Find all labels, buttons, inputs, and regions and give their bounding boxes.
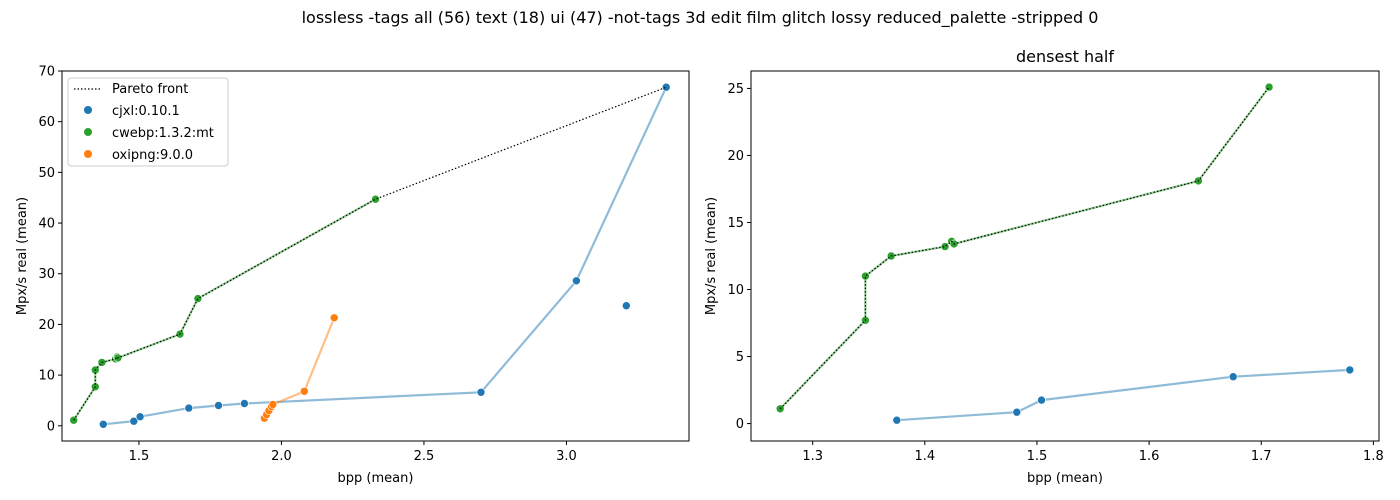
right-y-tick-label: 20 <box>727 149 744 164</box>
left-cjxl-0-10-1-point <box>184 403 194 413</box>
left-oxipng-9-0-0-point <box>329 313 339 323</box>
left-oxipng-9-0-0-point <box>268 400 278 409</box>
right-plot-area <box>775 82 1355 425</box>
right-pareto-front-line <box>779 86 1270 410</box>
figure-suptitle: lossless -tags all (56) text (18) ui (47… <box>302 8 1099 28</box>
right-cwebp-1-3-2-mt-point <box>861 271 870 281</box>
left-axes-frame <box>61 70 690 442</box>
right-x-tick-label: 1.7 <box>1251 449 1272 464</box>
right-cwebp-1-3-2-mt-line <box>779 86 1270 410</box>
legend-oxipng-label: oxipng:9.0.0 <box>112 148 193 163</box>
right-y-tick-label: 25 <box>727 82 744 97</box>
left-y-tick-label: 10 <box>38 369 55 384</box>
right-cwebp-1-3-2-mt-point <box>940 242 950 251</box>
right-cjxl-0-10-1-line <box>896 368 1350 422</box>
right-axes-frame <box>750 70 1380 442</box>
left-cjxl-0-10-1-point <box>661 82 671 92</box>
left-x-tick-label: 2.0 <box>271 449 292 464</box>
right-cjxl-0-10-1-point <box>1037 395 1046 405</box>
right-y-tick-label: 15 <box>727 216 744 231</box>
right-x-tick-label: 1.4 <box>914 449 935 464</box>
legend-frame <box>67 77 229 167</box>
legend-pareto-label: Pareto front <box>112 82 188 97</box>
right-y-axis-label: Mpx/s real (mean) <box>704 197 719 315</box>
right-x-tick-label: 1.3 <box>802 449 823 464</box>
right-x-tick-label: 1.6 <box>1139 449 1160 464</box>
left-x-tick-label: 2.5 <box>414 449 435 464</box>
left-y-axis-label: Mpx/s real (mean) <box>15 197 30 315</box>
left-plot-area <box>69 82 671 429</box>
legend-cjxl-label: cjxl:0.10.1 <box>112 104 180 119</box>
left-y-tick-label: 40 <box>38 217 55 232</box>
legend-cwebp-marker <box>84 128 92 136</box>
left-cjxl-0-10-1-point <box>99 419 108 429</box>
right-y-tick-label: 0 <box>736 417 744 432</box>
left-oxipng-9-0-0-point <box>299 386 309 396</box>
left-cjxl-0-10-1-point <box>621 301 631 311</box>
right-chart-panel: densest half bpp (mean) Mpx/s real (mean… <box>704 47 1380 486</box>
legend-cjxl-marker <box>84 106 92 114</box>
left-y-tick-label: 30 <box>38 267 55 282</box>
left-cwebp-1-3-2-mt-point <box>371 194 380 204</box>
left-x-tick-label: 3.0 <box>556 449 577 464</box>
left-chart-panel: bpp (mean) Mpx/s real (mean) Pareto fron… <box>15 70 690 486</box>
left-y-tick-label: 60 <box>38 115 55 130</box>
legend-cwebp-label: cwebp:1.3.2:mt <box>112 126 214 141</box>
right-y-tick-label: 5 <box>736 350 744 365</box>
legend-oxipng-marker <box>84 150 92 158</box>
left-y-tick-label: 70 <box>38 65 55 80</box>
left-x-axis-label: bpp (mean) <box>338 471 414 486</box>
left-cwebp-1-3-2-mt-point <box>193 294 203 303</box>
right-cjxl-0-10-1-point <box>1228 372 1238 382</box>
left-cjxl-0-10-1-point <box>129 416 139 426</box>
left-y-tick-label: 50 <box>38 166 55 181</box>
left-y-tick-label: 20 <box>38 318 55 333</box>
legend: Pareto front cjxl:0.10.1 cwebp:1.3.2:mt … <box>67 77 229 167</box>
right-cwebp-1-3-2-mt-point <box>1264 82 1274 92</box>
right-x-tick-label: 1.5 <box>1027 449 1048 464</box>
left-x-tick-label: 1.5 <box>129 449 150 464</box>
right-y-tick-label: 10 <box>727 283 744 298</box>
right-chart-title: densest half <box>1016 47 1114 66</box>
left-cjxl-0-10-1-point <box>476 387 486 397</box>
left-y-tick-label: 0 <box>47 419 55 434</box>
right-x-axis-label: bpp (mean) <box>1027 471 1103 486</box>
left-cjxl-0-10-1-point <box>135 412 145 422</box>
left-cjxl-0-10-1-point <box>240 399 249 408</box>
left-cwebp-1-3-2-mt-line <box>72 198 377 421</box>
left-cjxl-0-10-1-point <box>572 276 581 286</box>
right-cjxl-0-10-1-point <box>892 415 902 425</box>
right-cjxl-0-10-1-point <box>1345 365 1355 375</box>
left-cjxl-0-10-1-point <box>214 401 223 410</box>
right-x-tick-label: 1.8 <box>1363 449 1384 464</box>
right-cjxl-0-10-1-point <box>1012 407 1022 417</box>
